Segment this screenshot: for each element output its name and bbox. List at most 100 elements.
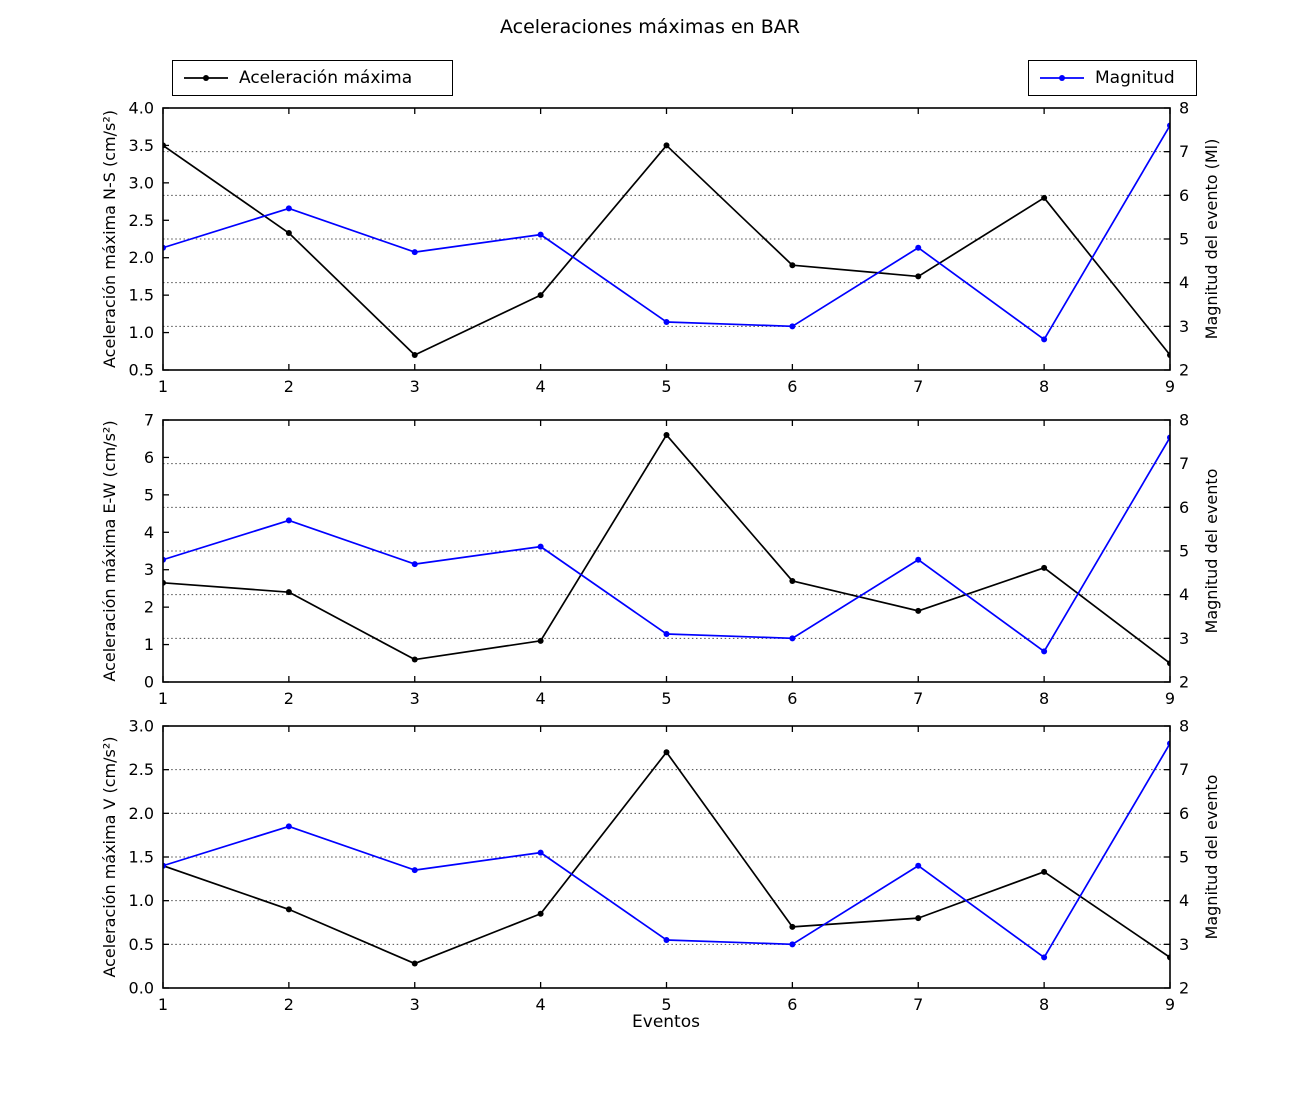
left-tick-label: 2.0 [129, 804, 154, 823]
aceleracion-line [163, 751, 1170, 965]
legend-accel-marker [203, 75, 209, 81]
ylabel-left-v: Aceleración máxima V (cm/s²) [100, 736, 119, 978]
right-tick-label: 6 [1179, 498, 1189, 517]
magnitud-line [163, 437, 1170, 653]
left-tick-label: 5 [144, 485, 154, 504]
x-tick-label: 9 [1165, 995, 1175, 1014]
x-tick-label: 7 [913, 995, 923, 1014]
left-tick-label: 0.5 [129, 935, 154, 954]
magnitud-data-point [285, 823, 292, 830]
aceleracion-data-point [1041, 194, 1048, 201]
left-tick-label: 2.5 [129, 211, 154, 230]
magnitud-data-point [789, 941, 796, 948]
series-aceleracion [163, 142, 1170, 359]
x-tick-label: 7 [913, 689, 923, 708]
magnitud-data-point [411, 867, 418, 874]
left-tick-label: 1.0 [129, 323, 154, 342]
right-tick-label: 6 [1179, 804, 1189, 823]
aceleracion-data-point [663, 142, 670, 149]
left-tick-label: 4.0 [129, 99, 154, 118]
aceleracion-data-point [663, 749, 670, 756]
magnitud-data-point [537, 543, 544, 550]
left-tick-label: 3 [144, 560, 154, 579]
figure-title: Aceleraciones máximas en BAR [499, 16, 800, 38]
aceleracion-data-point [411, 960, 418, 967]
magnitud-data-point [1041, 336, 1048, 343]
magnitud-data-point [285, 205, 292, 212]
ylabel-right-v: Magnitud del evento [1202, 774, 1221, 940]
x-tick-label: 2 [284, 689, 294, 708]
magnitud-data-point [285, 517, 292, 524]
aceleracion-data-point [915, 915, 922, 922]
magnitud-line [163, 125, 1170, 341]
x-tick-label: 1 [158, 995, 168, 1014]
magnitud-data-point [663, 936, 670, 943]
right-tick-label: 2 [1179, 361, 1189, 380]
x-tick-label: 9 [1165, 689, 1175, 708]
aceleracion-data-point [663, 431, 670, 438]
right-tick-label: 4 [1179, 891, 1189, 910]
left-tick-label: 1.5 [129, 848, 154, 867]
magnitud-data-point [789, 635, 796, 642]
series-magnitud [163, 122, 1170, 343]
left-tick-label: 7 [144, 411, 154, 430]
magnitud-data-point [1041, 648, 1048, 655]
aceleracion-data-point [537, 637, 544, 644]
aceleracion-data-point [285, 230, 292, 237]
magnitud-data-point [537, 849, 544, 856]
x-tick-label: 9 [1165, 377, 1175, 396]
magnitud-data-point [915, 556, 922, 563]
xaxis-label: Eventos [632, 1012, 700, 1032]
x-tick-label: 7 [913, 377, 923, 396]
magnitud-data-point [411, 249, 418, 256]
aceleracion-line [163, 434, 1170, 664]
left-tick-label: 3.5 [129, 136, 154, 155]
aceleracion-data-point [789, 262, 796, 269]
magnitud-data-point [1041, 954, 1048, 961]
x-tick-label: 3 [410, 995, 420, 1014]
x-tick-label: 8 [1039, 689, 1049, 708]
x-tick-label: 8 [1039, 377, 1049, 396]
right-tick-label: 8 [1179, 411, 1189, 430]
aceleracion-data-point [1041, 564, 1048, 571]
x-tick-label: 1 [158, 377, 168, 396]
legend-magnitud-marker [1059, 75, 1065, 81]
right-tick-label: 4 [1179, 273, 1189, 292]
left-tick-label: 0.0 [129, 979, 154, 998]
x-tick-label: 6 [787, 689, 797, 708]
x-tick-label: 5 [661, 377, 671, 396]
magnitud-data-point [915, 862, 922, 869]
magnitud-line [163, 743, 1170, 959]
aceleracion-data-point [915, 607, 922, 614]
right-tick-label: 3 [1179, 629, 1189, 648]
left-tick-label: 3.0 [129, 173, 154, 192]
aceleracion-data-point [1041, 868, 1048, 875]
right-tick-label: 7 [1179, 760, 1189, 779]
aceleracion-data-point [537, 292, 544, 299]
magnitud-data-point [537, 231, 544, 238]
x-tick-label: 5 [661, 689, 671, 708]
aceleracion-data-point [789, 923, 796, 930]
right-tick-label: 4 [1179, 585, 1189, 604]
legend-magnitud-line-sample [1040, 75, 1084, 81]
left-tick-label: 1.5 [129, 286, 154, 305]
x-tick-label: 4 [536, 377, 546, 396]
x-tick-label: 2 [284, 377, 294, 396]
right-tick-label: 8 [1179, 99, 1189, 118]
right-tick-label: 5 [1179, 542, 1189, 561]
aceleracion-data-point [285, 589, 292, 596]
right-tick-label: 2 [1179, 673, 1189, 692]
right-tick-label: 7 [1179, 454, 1189, 473]
series-magnitud [163, 434, 1170, 655]
left-tick-label: 0 [144, 673, 154, 692]
left-tick-label: 6 [144, 448, 154, 467]
plot-frame [162, 419, 1171, 683]
subplot-ns: 1 2 3 4 5 6 7 8 9 0.5 1.0 1.5 2.0 2.5 3.0 3.5 4.0 2 3 4 5 6 7 8 [129, 99, 1190, 397]
magnitud-data-point [663, 630, 670, 637]
legend-accel-line-sample [184, 75, 228, 81]
left-tick-label: 2.5 [129, 760, 154, 779]
left-tick-label: 2 [144, 598, 154, 617]
left-tick-label: 1.0 [129, 891, 154, 910]
